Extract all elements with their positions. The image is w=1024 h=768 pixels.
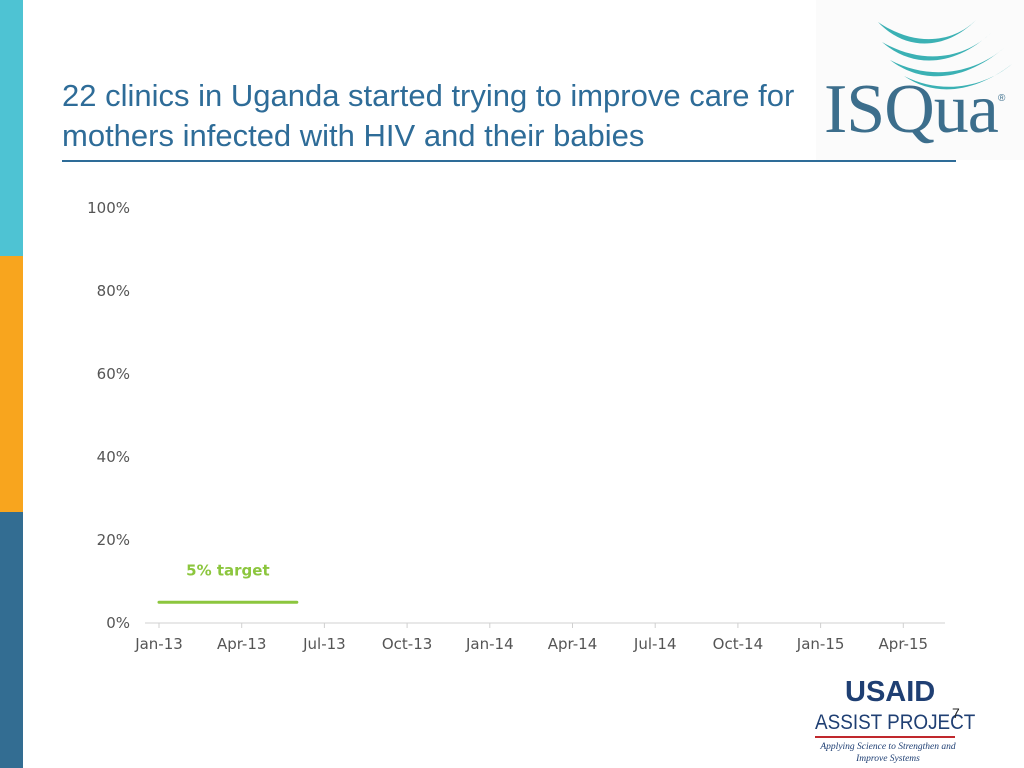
assist-project-text: ASSIST PROJECT [815, 711, 976, 734]
accent-bar-blue [0, 512, 23, 768]
x-tick-label: Apr-13 [217, 635, 267, 653]
y-tick-label: 100% [87, 199, 130, 217]
x-tick-label: Oct-14 [713, 635, 763, 653]
usaid-divider [815, 736, 955, 738]
slide-title: 22 clinics in Uganda started trying to i… [62, 78, 795, 153]
x-tick-label: Jul-13 [302, 635, 346, 653]
isqua-wordmark: ISQua [824, 71, 999, 148]
accent-bar-teal [0, 0, 23, 256]
registered-mark: ® [998, 93, 1006, 104]
y-tick-label: 80% [97, 282, 130, 300]
x-tick-label: Apr-15 [879, 635, 929, 653]
x-tick-label: Apr-14 [548, 635, 598, 653]
y-tick-label: 40% [97, 448, 130, 466]
isqua-waves-icon [878, 20, 1012, 90]
accent-bar-orange [0, 256, 23, 512]
x-tick-label: Jan-15 [796, 635, 845, 653]
x-tick-label: Oct-13 [382, 635, 432, 653]
x-tick-label: Jan-13 [134, 635, 183, 653]
y-tick-label: 20% [97, 531, 130, 549]
y-tick-label: 0% [106, 614, 130, 632]
isqua-logo [816, 0, 1024, 160]
page-number: 7 [952, 705, 960, 721]
usaid-logo-text: USAID [845, 676, 936, 708]
x-tick-label: Jul-14 [633, 635, 677, 653]
usaid-tagline: Applying Science to Strengthen and Impro… [820, 742, 956, 764]
y-tick-label: 60% [97, 365, 130, 383]
x-tick-label: Jan-14 [465, 635, 514, 653]
title-underline [62, 160, 956, 162]
target-label: 5% target [186, 561, 269, 579]
